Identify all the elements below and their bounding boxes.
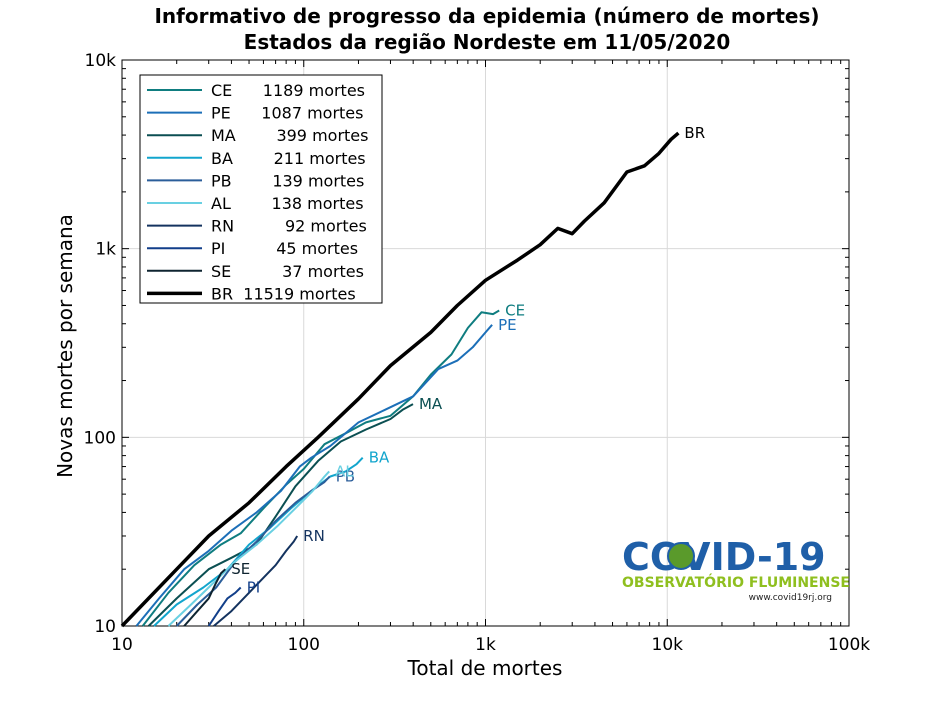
legend-entry-pb: PB 139 mortes xyxy=(211,171,364,190)
series-line-al xyxy=(167,470,330,627)
legend-entry-rn: RN 92 mortes xyxy=(211,217,367,236)
end-label-al: AL xyxy=(335,462,354,480)
axis-ticks: 10 100 1k 10k 100k 10 100 1k 10k xyxy=(84,51,871,655)
x-tick-label: 100 xyxy=(288,635,320,655)
legend-entry-se: SE 37 mortes xyxy=(211,262,364,281)
legend-entry-br: BR 11519 mortes xyxy=(211,284,356,303)
legend: CE 1189 mortes PE 1087 mortes MA 399 morte… xyxy=(139,74,383,304)
logo-url: www.covid19rj.org xyxy=(749,593,832,603)
chart-subtitle: Estados da região Nordeste em 11/05/2020 xyxy=(244,30,731,54)
legend-entry-ba: BA 211 mortes xyxy=(211,149,366,168)
end-label-ba: BA xyxy=(369,449,390,467)
series-line-ba xyxy=(153,457,364,627)
legend-entry-ce: CE 1189 mortes xyxy=(211,81,365,100)
x-tick-label: 1k xyxy=(475,635,496,655)
logo-subtitle: OBSERVATÓRIO FLUMINENSE xyxy=(622,573,850,591)
legend-entry-pe: PE 1087 mortes xyxy=(211,104,363,123)
x-tick-label: 10 xyxy=(111,635,133,655)
x-tick-label: 100k xyxy=(828,635,870,655)
end-label-pb: PB xyxy=(336,468,355,486)
end-label-pi: PI xyxy=(247,578,260,596)
series-line-pb xyxy=(175,475,331,627)
end-label-se: SE xyxy=(231,560,250,578)
series-line-pe xyxy=(135,324,493,627)
covid-logo: COVID-19 OBSERVATÓRIO FLUMINENSE www.cov… xyxy=(622,535,850,603)
virus-icon xyxy=(667,542,695,570)
end-label-ma: MA xyxy=(419,395,443,413)
legend-entry-al: AL 138 mortes xyxy=(211,194,364,213)
series-line-se xyxy=(183,568,226,627)
logo-title: COVID-19 xyxy=(622,535,826,579)
y-tick-label: 10k xyxy=(85,51,117,71)
x-tick-label: 10k xyxy=(652,635,684,655)
end-label-br: BR xyxy=(684,124,705,142)
series-line-rn xyxy=(213,535,299,627)
series-line-ce xyxy=(141,309,500,627)
legend-entry-ma: MA 399 mortes xyxy=(211,126,368,145)
chart-title: Informativo de progresso da epidemia (nú… xyxy=(154,4,819,28)
end-label-pe: PE xyxy=(498,316,517,334)
series-line-pi xyxy=(207,586,242,627)
y-tick-label: 100 xyxy=(84,428,116,448)
end-label-ce: CE xyxy=(505,302,525,320)
series-lines xyxy=(120,131,680,628)
y-axis-label: Novas mortes por semana xyxy=(53,214,77,478)
series-line-ma xyxy=(147,403,414,627)
series-line-br xyxy=(120,131,680,628)
end-label-rn: RN xyxy=(303,527,325,545)
x-axis-label: Total de mortes xyxy=(407,656,563,680)
y-tick-label: 1k xyxy=(95,240,116,260)
y-tick-label: 10 xyxy=(94,617,116,637)
legend-entry-pi: PI 45 mortes xyxy=(211,239,358,258)
